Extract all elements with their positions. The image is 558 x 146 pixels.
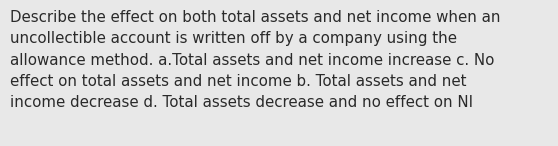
Text: Describe the effect on both total assets and net income when an
uncollectible ac: Describe the effect on both total assets… — [10, 10, 501, 110]
